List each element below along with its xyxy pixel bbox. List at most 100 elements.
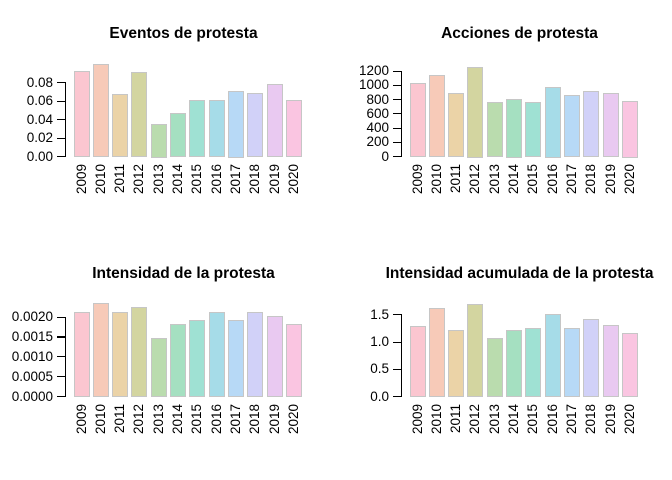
bar-2014 [506, 330, 522, 398]
bar-2015 [189, 320, 206, 398]
bar-2014 [506, 99, 522, 158]
x-tick-label: 2014 [506, 404, 521, 435]
y-tick-mark [393, 368, 401, 370]
bar-2017 [227, 320, 244, 398]
x-tick-label: 2019 [602, 404, 618, 435]
y-tick-mark [393, 314, 401, 316]
bar-2009 [409, 82, 426, 158]
x-tick-label: 2014 [170, 404, 185, 435]
y-tick-label: 1.0 [370, 334, 389, 350]
y-tick-label: 0 [381, 148, 389, 164]
bar-2017 [227, 91, 244, 158]
x-tick-label: 2017 [227, 404, 243, 435]
y-tick-mark [393, 141, 401, 143]
y-tick-mark [393, 113, 401, 115]
bar-2016 [544, 314, 561, 398]
x-tick-label: 2019 [266, 164, 282, 195]
x-tick-label: 2010 [428, 404, 444, 435]
x-tick-label: 2015 [525, 404, 541, 435]
x-tick-label: 2020 [621, 404, 637, 435]
x-tick-label: 2015 [525, 164, 541, 195]
x-tick-label: 2009 [409, 164, 425, 195]
y-tick-mark [57, 396, 65, 398]
bar-2012 [131, 307, 148, 398]
y-tick-label: 0.04 [26, 111, 53, 127]
x-tick-label: 2013 [486, 164, 502, 195]
bar-2011 [448, 329, 465, 398]
x-tick-label: 2011 [448, 404, 464, 434]
bar-2012 [467, 66, 484, 158]
bar-2010 [92, 64, 109, 158]
y-tick-mark [393, 84, 401, 86]
chart-title: Acciones de protesta [441, 25, 598, 42]
bar-2013 [486, 338, 503, 398]
y-tick-label: 0.0 [370, 388, 389, 404]
x-tick-label: 2012 [467, 164, 483, 195]
bar-2015 [525, 327, 542, 398]
bar-2018 [583, 319, 600, 398]
y-tick-label: 0.0020 [11, 309, 53, 325]
x-tick-label: 2020 [285, 164, 301, 195]
x-tick-label: 2014 [506, 164, 521, 195]
x-tick-label: 2011 [448, 164, 464, 194]
bar-2020 [285, 99, 302, 158]
bar-2019 [266, 83, 283, 158]
x-tick-label: 2018 [583, 164, 599, 195]
x-tick-label: 2019 [266, 404, 282, 435]
y-tick-mark [57, 82, 65, 84]
x-tick-label: 2011 [112, 404, 128, 434]
bar-2018 [247, 311, 264, 398]
x-tick-label: 2018 [247, 164, 263, 195]
bar-2016 [544, 86, 561, 158]
x-tick-label: 2016 [208, 404, 224, 435]
x-tick-label: 2013 [150, 404, 166, 435]
x-tick-label: 2018 [247, 404, 263, 435]
y-axis-line [401, 70, 403, 158]
y-tick-mark [393, 99, 401, 101]
bar-2012 [131, 71, 148, 158]
bar-2009 [73, 311, 90, 398]
x-tick-label: 2015 [189, 404, 205, 435]
y-tick-mark [57, 119, 65, 121]
y-tick-label: 0.06 [26, 93, 53, 108]
x-tick-label: 2013 [486, 404, 502, 435]
x-tick-label: 2018 [583, 404, 599, 435]
bar-2011 [112, 311, 129, 398]
y-tick-label: 1.5 [370, 306, 389, 322]
chart-title: Intensidad de la protesta [92, 265, 275, 282]
chart-title: Eventos de protesta [109, 25, 258, 42]
y-tick-label: 400 [366, 120, 389, 135]
bar-2011 [112, 94, 129, 158]
bar-2020 [621, 100, 638, 158]
x-tick-label: 2009 [409, 404, 425, 435]
bar-2013 [150, 338, 167, 398]
y-tick-mark [57, 316, 65, 318]
y-tick-mark [57, 100, 65, 102]
bar-2020 [621, 333, 638, 398]
y-tick-label: 600 [366, 105, 389, 121]
y-tick-mark [57, 356, 65, 358]
y-tick-label: 1000 [358, 77, 389, 93]
bar-2014 [170, 324, 186, 398]
bar-2018 [247, 93, 264, 158]
bar-2015 [189, 99, 206, 158]
bar-2019 [266, 315, 283, 398]
bar-2015 [525, 101, 542, 158]
bar-2011 [448, 92, 465, 158]
x-tick-label: 2020 [285, 404, 301, 435]
y-tick-label: 0.08 [26, 74, 53, 90]
y-tick-mark [393, 70, 401, 72]
x-tick-label: 2016 [208, 164, 224, 195]
x-tick-label: 2017 [227, 164, 243, 195]
y-tick-label: 0.0005 [11, 368, 53, 384]
bar-2010 [428, 74, 445, 158]
y-tick-mark [393, 341, 401, 343]
x-tick-label: 2009 [73, 404, 89, 435]
x-tick-label: 2016 [544, 404, 560, 435]
bar-2010 [92, 303, 109, 398]
x-tick-label: 2019 [602, 164, 618, 195]
y-tick-label: 0.02 [26, 130, 53, 145]
y-tick-label: 0.0010 [11, 348, 53, 364]
y-tick-label: 0.0015 [11, 328, 53, 344]
y-tick-label: 0.0000 [11, 388, 53, 404]
